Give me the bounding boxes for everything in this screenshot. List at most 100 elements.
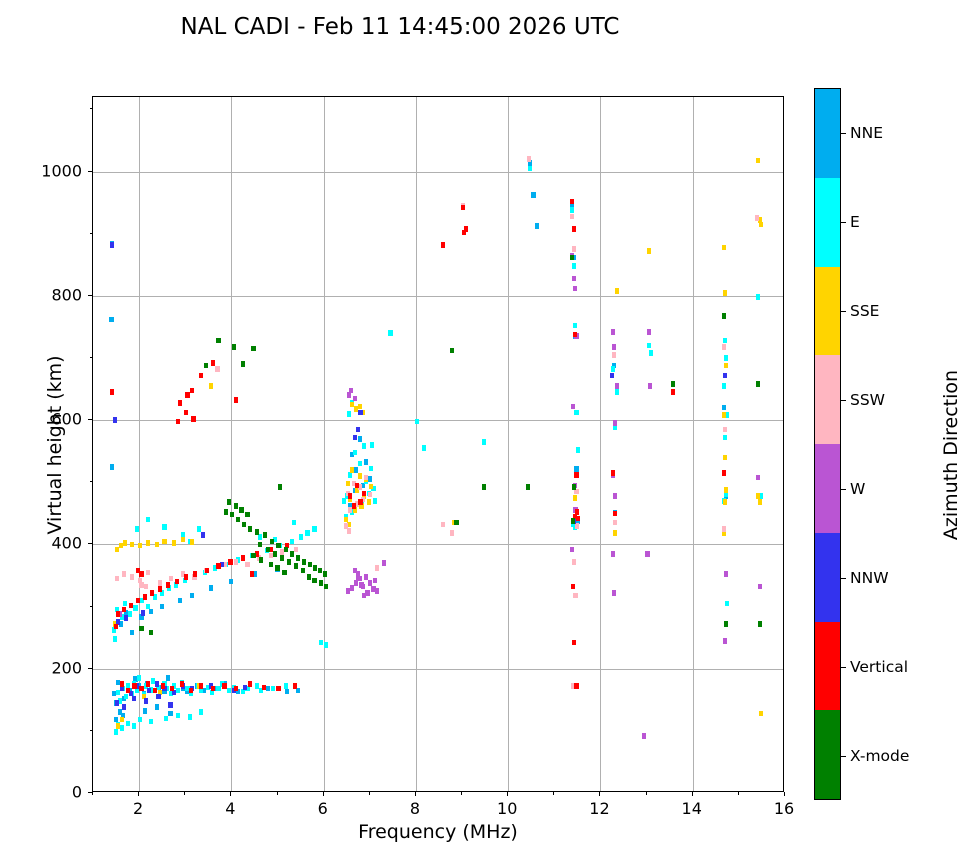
echo-point-e: [323, 642, 329, 648]
echo-point-w: [612, 590, 617, 596]
gridline-vertical: [323, 97, 325, 791]
echo-point-x-mode: [757, 621, 762, 627]
echo-point-e: [111, 627, 116, 633]
gridline-vertical: [508, 97, 510, 791]
echo-point-nne: [120, 712, 126, 719]
colorbar-segment-sse[interactable]: [815, 266, 840, 356]
echo-point-e: [371, 485, 376, 492]
echo-point-x-mode: [251, 552, 256, 559]
echo-point-e: [155, 684, 160, 691]
echo-point-nne: [177, 597, 182, 604]
echo-point-vertical: [119, 681, 124, 688]
echo-point-x-mode: [247, 526, 252, 532]
echo-point-w: [757, 583, 762, 590]
echo-point-x-mode: [242, 521, 247, 528]
colorbar[interactable]: [814, 88, 841, 800]
echo-point-vertical: [671, 389, 676, 395]
echo-point-sse: [354, 486, 359, 493]
gridline-horizontal: [93, 420, 783, 422]
echo-point-sse: [758, 710, 764, 717]
echo-point-e: [162, 524, 167, 530]
echo-point-w: [611, 329, 616, 335]
colorbar-segment-ssw[interactable]: [815, 355, 840, 444]
echo-point-nnw: [143, 698, 149, 704]
echo-point-vertical: [351, 503, 356, 509]
echo-point-w: [345, 588, 350, 594]
echo-point-w: [381, 560, 386, 566]
echo-point-sse: [116, 723, 121, 729]
colorbar-segment-e[interactable]: [815, 177, 840, 267]
echo-point-nne: [528, 160, 533, 166]
colorbar-segment-nne[interactable]: [815, 89, 840, 178]
x-tick: [691, 792, 693, 796]
echo-point-e: [611, 366, 616, 372]
y-tick-label: 400: [51, 533, 82, 553]
colorbar-label-x-mode: X-mode: [850, 746, 910, 765]
echo-point-nne: [113, 716, 119, 723]
echo-point-ssw: [613, 519, 618, 526]
echo-point-x-mode: [257, 541, 263, 548]
colorbar-segment-w[interactable]: [815, 444, 840, 533]
echo-point-ssw: [526, 156, 532, 162]
echo-point-sse: [722, 244, 727, 251]
colorbar-segment-x-mode[interactable]: [815, 710, 840, 799]
echo-point-sse: [141, 693, 146, 700]
echo-point-sse: [157, 689, 162, 696]
echo-point-ssw: [364, 474, 369, 481]
echo-point-nne: [612, 362, 617, 369]
echo-point-e: [305, 530, 310, 537]
echo-point-x-mode: [254, 529, 259, 535]
echo-point-e: [114, 606, 120, 613]
echo-point-nnw: [114, 700, 120, 706]
echo-point-vertical: [113, 623, 119, 630]
echo-point-w: [571, 275, 576, 282]
echo-point-x-mode: [312, 577, 317, 584]
echo-point-sse: [758, 221, 764, 228]
echo-point-e: [346, 411, 352, 417]
echo-point-nnw: [243, 684, 248, 691]
echo-point-e: [133, 605, 138, 611]
y-tick-minor: [89, 232, 92, 234]
echo-point-vertical: [722, 470, 727, 476]
echo-point-nne: [130, 629, 135, 636]
echo-point-e: [137, 675, 142, 681]
echo-point-x-mode: [231, 344, 236, 350]
echo-point-vertical: [254, 550, 259, 557]
echo-point-e: [173, 582, 179, 588]
echo-point-x-mode: [482, 484, 487, 491]
echo-point-ssw: [570, 683, 575, 689]
echo-point-e: [125, 720, 130, 727]
echo-point-ssw: [146, 569, 151, 576]
echo-point-e: [131, 723, 136, 729]
echo-point-nnw: [200, 532, 205, 538]
echo-point-vertical: [233, 397, 239, 404]
y-tick-label: 0: [71, 782, 82, 802]
echo-point-w: [365, 590, 370, 596]
x-tick: [322, 792, 324, 796]
echo-point-e: [259, 687, 264, 694]
echo-point-w: [756, 474, 761, 481]
colorbar-label-nnw: NNW: [850, 568, 889, 587]
echo-point-e: [254, 683, 259, 689]
echo-point-e: [342, 498, 347, 504]
x-tick-label: 12: [589, 799, 610, 818]
echo-point-sse: [208, 383, 213, 389]
echo-point-e: [206, 684, 211, 691]
colorbar-segment-vertical[interactable]: [815, 621, 840, 711]
echo-point-e: [343, 513, 348, 520]
echo-point-nne: [574, 466, 579, 473]
echo-point-sse: [346, 521, 352, 528]
y-tick: [88, 543, 92, 545]
gridline-vertical: [139, 97, 141, 791]
echo-point-x-mode: [268, 561, 273, 568]
echo-point-x-mode: [227, 499, 232, 505]
colorbar-segment-nnw[interactable]: [815, 532, 840, 622]
echo-point-e: [143, 683, 149, 689]
echo-point-vertical: [199, 683, 204, 689]
echo-point-e: [187, 714, 192, 720]
echo-point-nnw: [124, 614, 129, 621]
echo-point-ssw: [157, 580, 162, 586]
echo-point-sse: [722, 454, 728, 461]
echo-point-sse: [162, 538, 167, 545]
